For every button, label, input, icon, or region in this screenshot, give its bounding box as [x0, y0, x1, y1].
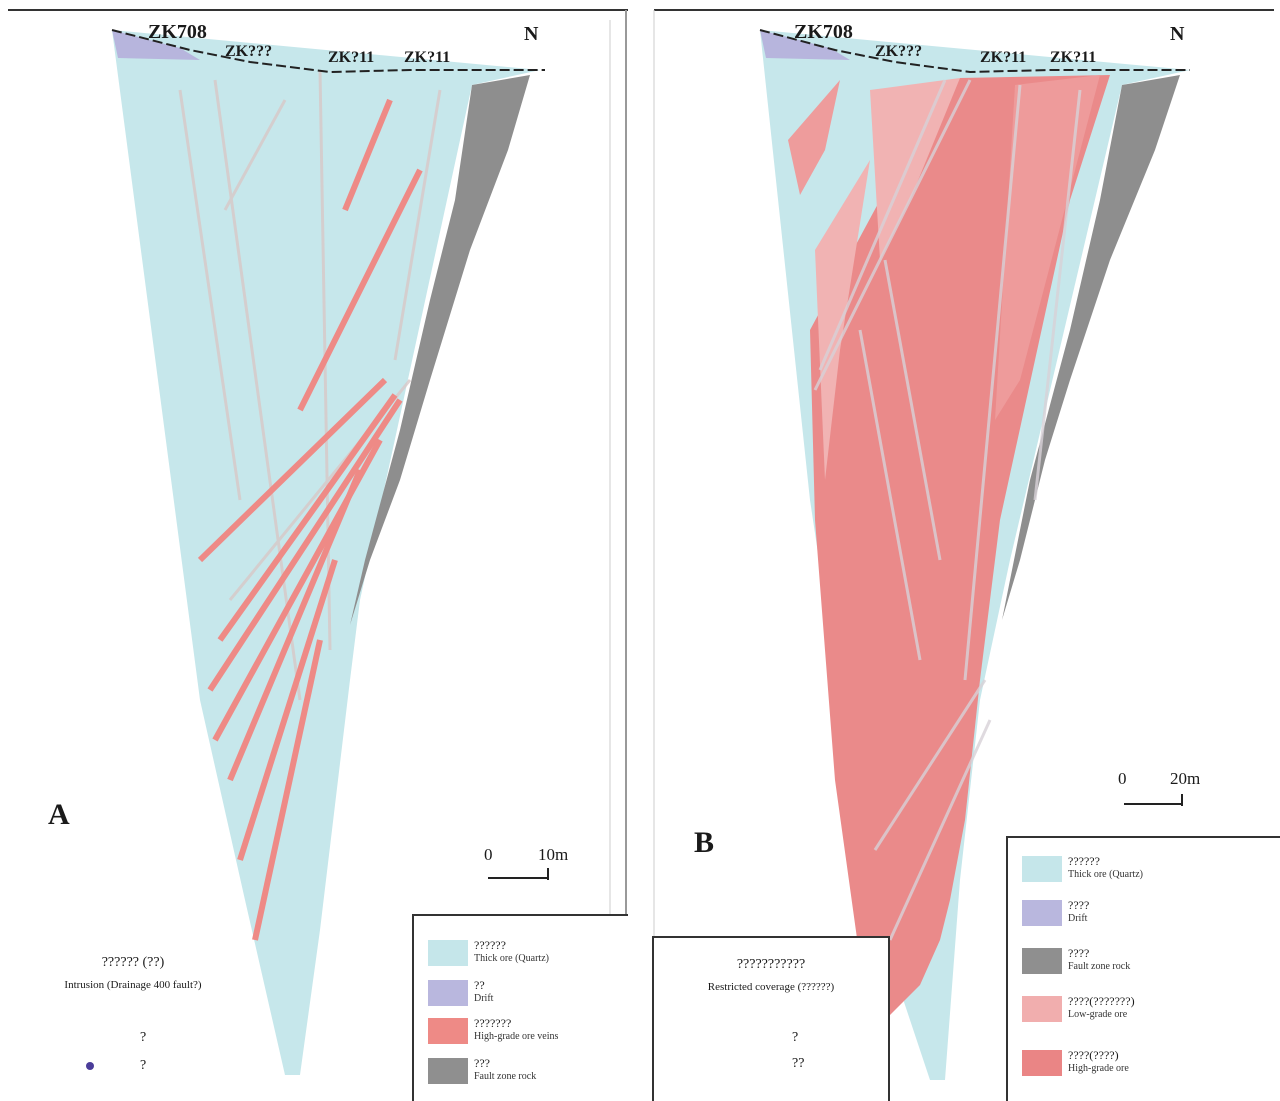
drillhole-label-1: ZK708	[794, 21, 853, 43]
surface-line	[759, 29, 1190, 74]
legend-title: ???????	[474, 1016, 512, 1030]
legend-swatch	[1022, 1050, 1062, 1076]
legend-swatch	[1022, 856, 1062, 882]
legend-swatch	[428, 1058, 468, 1084]
legend-swatch	[1022, 948, 1062, 974]
drillhole-symbol	[86, 1062, 94, 1070]
fault-zone	[350, 75, 530, 625]
legend-swatch	[428, 1018, 468, 1044]
legend-title: ????(????)	[1068, 1048, 1119, 1062]
drift-zone	[112, 30, 200, 60]
legend-title: ????(???????)	[1068, 994, 1135, 1008]
upper-ore-strip	[788, 80, 840, 195]
drillhole-label-2: ZK???	[225, 43, 273, 60]
legend-title: ???	[474, 1056, 490, 1070]
scale-end: 20m	[1170, 769, 1201, 788]
drillhole-label-3: ZK?11	[328, 49, 375, 66]
info-line-1: ?????? (??)	[101, 955, 165, 970]
legend-swatch	[428, 940, 468, 966]
north-marker: N	[524, 23, 539, 45]
symbol-label-1: ?	[140, 1030, 147, 1045]
panel-b: ZK708 ZK??? ZK?11 ZK?11 N B 0 20m ??????…	[640, 0, 1280, 1101]
legend-subtitle: Thick ore (Quartz)	[474, 953, 549, 964]
north-marker: N	[1170, 23, 1185, 45]
legend-title: ??????	[1068, 854, 1100, 868]
symbol-label-2: ?	[140, 1058, 147, 1073]
section-info: ?????? (??) Intrusion (Drainage 400 faul…	[18, 952, 248, 996]
legend-title: ??????	[474, 938, 506, 952]
surface-line	[111, 29, 545, 74]
legend-subtitle: Fault zone rock	[1068, 961, 1131, 972]
legend-subtitle: High-grade ore	[1068, 1063, 1129, 1074]
legend-swatch	[1022, 900, 1062, 926]
legend-swatch	[1022, 996, 1062, 1022]
info-box: ??????????? Restricted coverage (??????)…	[652, 936, 890, 1101]
drillhole-label-1: ZK708	[148, 21, 207, 43]
low-grade-ore	[870, 78, 960, 260]
legend: ?????? Thick ore (Quartz) ?? Drift ?????…	[412, 914, 628, 1101]
scale-zero: 0	[484, 845, 493, 864]
panel-letter: B	[694, 826, 715, 859]
info-line-2: Restricted coverage (??????)	[707, 981, 835, 993]
panel-letter: A	[48, 798, 70, 831]
legend-title: ????	[1068, 898, 1090, 912]
legend-subtitle: Thick ore (Quartz)	[1068, 869, 1143, 880]
section-info: ??????????? Restricted coverage (??????)	[654, 954, 888, 998]
symbol-label-1: ?	[792, 1030, 799, 1045]
drillhole-label-2: ZK???	[875, 43, 923, 60]
info-line-2: Intrusion (Drainage 400 fault?)	[64, 979, 202, 991]
scale-end: 10m	[538, 845, 569, 864]
scale-zero: 0	[1118, 769, 1127, 788]
legend: ?????? Thick ore (Quartz) ???? Drift ???…	[1006, 836, 1280, 1101]
symbol-label-2: ??	[792, 1056, 805, 1071]
drillhole-label-4: ZK?11	[1050, 49, 1097, 66]
legend-subtitle: Low-grade ore	[1068, 1009, 1128, 1020]
drift-zone	[760, 30, 850, 60]
ore-veins	[197, 98, 423, 941]
legend-title: ????	[1068, 946, 1090, 960]
internal-lines	[813, 79, 1082, 941]
cross-section-b	[653, 9, 1274, 1099]
legend-subtitle: Drift	[474, 993, 494, 1004]
legend-subtitle: Drift	[1068, 913, 1088, 924]
ore-strip-right	[995, 75, 1100, 420]
info-line-1: ???????????	[736, 957, 806, 972]
legend-subtitle: Fault zone rock	[474, 1071, 537, 1082]
cross-section-a	[8, 9, 628, 1099]
drillhole-label-3: ZK?11	[980, 49, 1027, 66]
legend-subtitle: High-grade ore veins	[474, 1031, 559, 1042]
legend-swatch	[428, 980, 468, 1006]
drillhole-label-4: ZK?11	[404, 49, 451, 66]
panel-a: ZK708 ZK??? ZK?11 ZK?11 N A 0 10m ??????…	[0, 0, 640, 1101]
legend-title: ??	[474, 978, 485, 992]
